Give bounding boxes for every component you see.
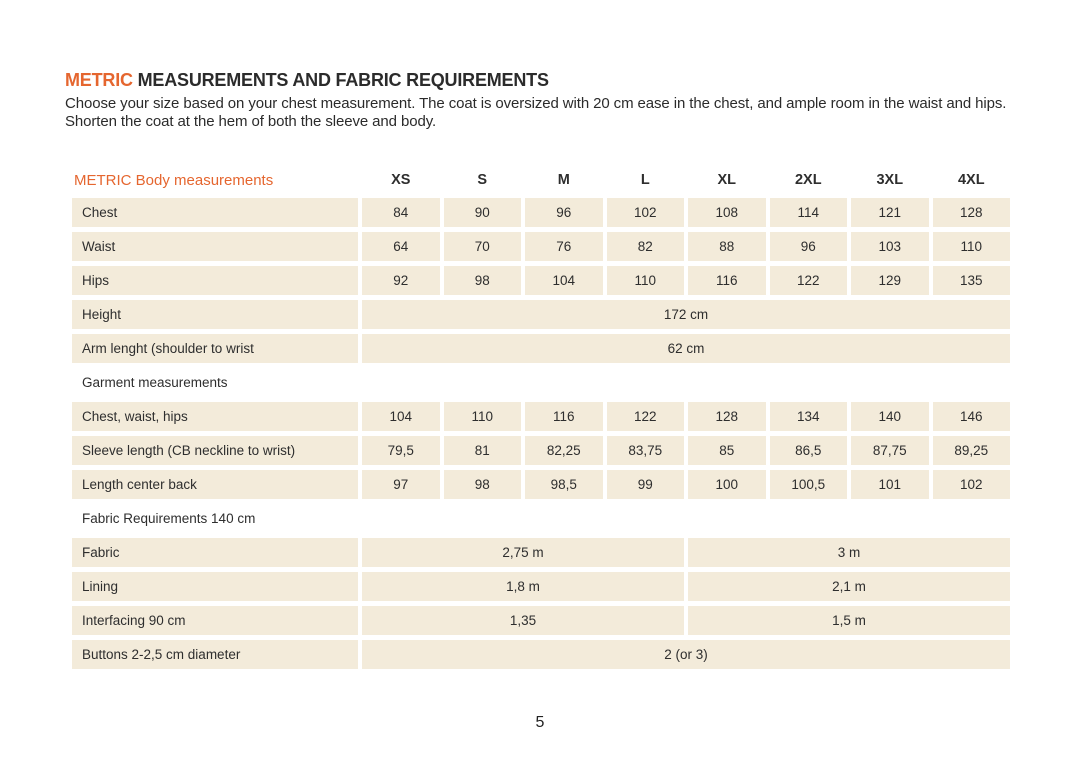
interfacing-large-sizes-value: 1,5 m [688,606,1010,635]
row-label-lining: Lining [72,572,358,601]
row-label-interfacing: Interfacing 90 cm [72,606,358,635]
size-value: 146 [932,402,1010,431]
size-table: METRIC Body measurements XS S M L XL 2XL… [72,167,1010,669]
size-column-header-m: M [557,172,570,188]
document-header: METRIC MEASUREMENTS AND FABRIC REQUIREME… [65,70,1015,130]
row-label-buttons: Buttons 2-2,5 cm diameter [72,640,358,669]
size-column-header-s: S [477,172,488,188]
size-value: 90 [443,198,521,227]
row-label-fabric: Fabric [72,538,358,567]
size-value: 86,5 [769,436,847,465]
row-label-chest: Chest [72,198,358,227]
intro-text: Choose your size based on your chest mea… [65,95,1007,130]
size-column-header-xs: XS [391,172,411,188]
row-label-length-center-back: Length center back [72,470,358,499]
size-column-header-xl: XL [717,172,737,188]
size-value: 104 [362,402,440,431]
size-value: 129 [851,266,929,295]
size-value: 121 [851,198,929,227]
size-value: 101 [851,470,929,499]
row-label-arm-length: Arm lenght (shoulder to wrist [72,334,358,363]
size-value: 128 [688,402,766,431]
size-column-header-4xl: 4XL [957,172,985,188]
fabric-small-sizes-value: 2,75 m [362,538,684,567]
size-value: 140 [851,402,929,431]
size-value: 96 [525,198,603,227]
size-value: 88 [688,232,766,261]
size-value: 114 [769,198,847,227]
size-value: 84 [362,198,440,227]
section-header-garment-measurements: Garment measurements [82,375,228,390]
size-value: 83,75 [606,436,684,465]
row-label-sleeve-length: Sleeve length (CB neckline to wrist) [72,436,358,465]
size-value: 64 [362,232,440,261]
size-value: 110 [443,402,521,431]
size-value: 81 [443,436,521,465]
size-value: 85 [688,436,766,465]
size-value: 102 [932,470,1010,499]
section-header-fabric-requirements: Fabric Requirements 140 cm [82,511,256,526]
lining-small-sizes-value: 1,8 m [362,572,684,601]
size-value: 70 [443,232,521,261]
size-value: 82,25 [525,436,603,465]
size-value: 110 [932,232,1010,261]
size-value: 135 [932,266,1010,295]
size-value: 99 [606,470,684,499]
lining-large-sizes-value: 2,1 m [688,572,1010,601]
size-value: 79,5 [362,436,440,465]
size-value: 108 [688,198,766,227]
row-label-waist: Waist [72,232,358,261]
size-value: 82 [606,232,684,261]
size-value: 116 [525,402,603,431]
size-value: 128 [932,198,1010,227]
size-value: 89,25 [932,436,1010,465]
size-value: 87,75 [851,436,929,465]
size-value: 97 [362,470,440,499]
row-label-height: Height [72,300,358,329]
size-value: 102 [606,198,684,227]
table-header-label: METRIC Body measurements [74,171,274,189]
size-value: 110 [606,266,684,295]
page-number: 5 [535,714,545,731]
size-value: 96 [769,232,847,261]
size-value: 100,5 [769,470,847,499]
size-column-header-2xl: 2XL [794,172,822,188]
size-value: 104 [525,266,603,295]
size-value: 92 [362,266,440,295]
row-label-garment-chest-waist-hips: Chest, waist, hips [72,402,358,431]
size-column-header-l: L [640,172,650,188]
fabric-large-sizes-value: 3 m [688,538,1010,567]
height-value: 172 cm [362,300,1010,329]
page-title-highlight: METRIC [65,70,133,90]
page-title-rest: MEASUREMENTS AND FABRIC REQUIREMENTS [137,70,549,90]
size-value: 116 [688,266,766,295]
size-value: 98 [443,470,521,499]
page-title: METRIC MEASUREMENTS AND FABRIC REQUIREME… [65,70,1015,91]
size-value: 76 [525,232,603,261]
size-value: 100 [688,470,766,499]
interfacing-small-sizes-value: 1,35 [362,606,684,635]
size-column-header-3xl: 3XL [876,172,904,188]
buttons-value: 2 (or 3) [362,640,1010,669]
size-value: 122 [769,266,847,295]
size-value: 103 [851,232,929,261]
size-value: 134 [769,402,847,431]
size-value: 98 [443,266,521,295]
row-label-hips: Hips [72,266,358,295]
arm-length-value: 62 cm [362,334,1010,363]
size-value: 98,5 [525,470,603,499]
size-value: 122 [606,402,684,431]
